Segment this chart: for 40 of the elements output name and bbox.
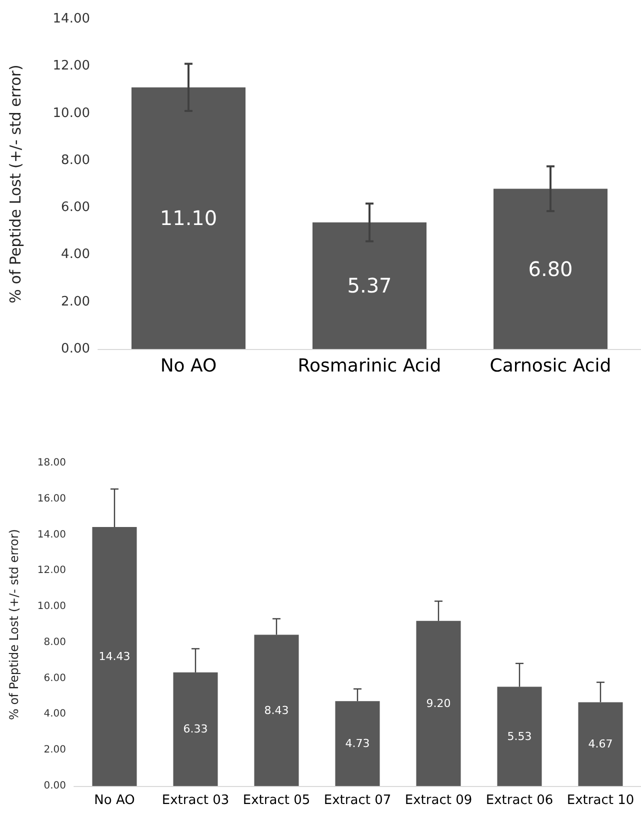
y-tick-label: 8.00 (61, 152, 90, 168)
x-tick-label: Extract 10 (566, 793, 634, 808)
x-tick-label: Extract 07 (324, 793, 392, 808)
y-tick-label: 14.00 (52, 12, 90, 26)
y-tick-label: 18.00 (37, 458, 66, 468)
x-tick-label: No AO (94, 793, 135, 808)
data-label: 4.73 (345, 737, 370, 750)
y-tick-label: 8.00 (44, 636, 66, 648)
data-label: 14.43 (98, 650, 130, 664)
data-label: 8.43 (264, 704, 289, 717)
data-label: 4.67 (588, 738, 613, 751)
x-tick-label: Extract 06 (486, 793, 554, 808)
y-tick-label: 14.00 (37, 529, 66, 540)
x-tick-label: Carnosic Acid (490, 356, 612, 376)
data-label: 6.33 (183, 722, 208, 736)
x-tick-label: Extract 05 (242, 793, 310, 808)
y-tick-label: 10.00 (52, 106, 90, 121)
y-tick-label: 0.00 (61, 342, 90, 356)
y-tick-label: 4.00 (61, 247, 90, 262)
y-tick-label: 16.00 (37, 493, 66, 504)
y-tick-label: 6.00 (61, 200, 90, 216)
data-label: 5.53 (507, 730, 532, 743)
y-tick-label: 2.00 (61, 294, 90, 310)
y-tick-label: 2.00 (44, 744, 66, 756)
data-label: 6.80 (528, 256, 573, 281)
data-label: 11.10 (160, 206, 218, 230)
x-tick-label: No AO (160, 356, 217, 376)
y-tick-label: 12.00 (37, 565, 66, 576)
y-tick-label: 12.00 (52, 58, 90, 74)
y-axis-title: % of Peptide Lost (+/- std error) (6, 64, 24, 304)
y-tick-label: 6.00 (44, 672, 66, 684)
data-label: 9.20 (426, 696, 451, 710)
x-tick-label: Rosmarinic Acid (298, 356, 442, 376)
data-label: 5.37 (347, 274, 392, 298)
x-tick-label: Extract 03 (162, 793, 230, 808)
y-tick-label: 0.00 (44, 780, 66, 792)
x-tick-label: Extract 09 (404, 793, 472, 808)
y-tick-label: 4.00 (44, 708, 66, 720)
y-tick-label: 10.00 (37, 601, 66, 612)
y-axis-title: % of Peptide Lost (+/- std error) (7, 529, 21, 720)
